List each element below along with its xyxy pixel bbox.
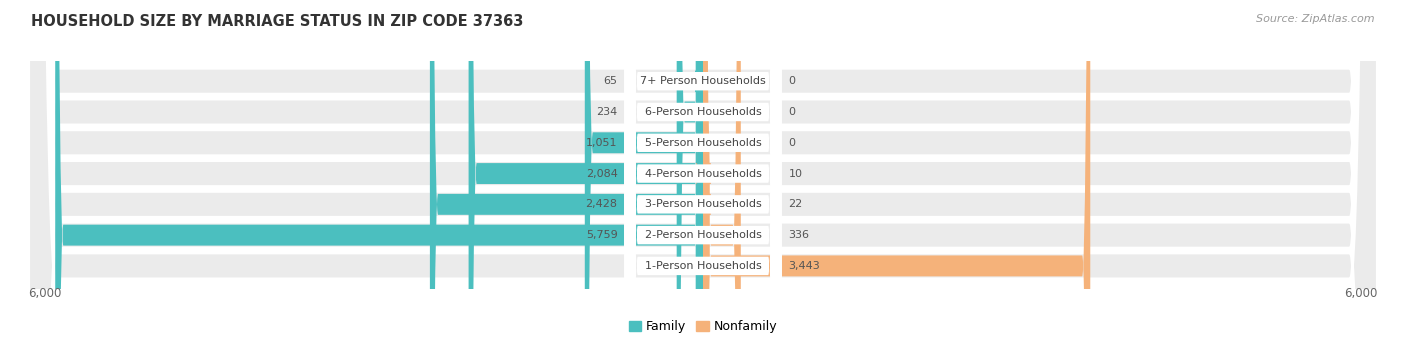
Text: 3-Person Households: 3-Person Households (644, 199, 762, 209)
Text: 6,000: 6,000 (28, 287, 62, 300)
FancyBboxPatch shape (697, 0, 711, 340)
Text: 5-Person Households: 5-Person Households (644, 138, 762, 148)
Text: 1,051: 1,051 (586, 138, 617, 148)
Text: 2,084: 2,084 (586, 169, 617, 178)
FancyBboxPatch shape (624, 0, 782, 340)
FancyBboxPatch shape (703, 0, 741, 340)
Text: 1-Person Households: 1-Person Households (644, 261, 762, 271)
FancyBboxPatch shape (430, 0, 703, 340)
FancyBboxPatch shape (624, 0, 782, 340)
FancyBboxPatch shape (28, 0, 1378, 340)
FancyBboxPatch shape (676, 0, 703, 340)
Text: 65: 65 (603, 76, 617, 86)
FancyBboxPatch shape (696, 0, 711, 340)
Text: 0: 0 (789, 76, 796, 86)
FancyBboxPatch shape (624, 0, 782, 340)
Text: Source: ZipAtlas.com: Source: ZipAtlas.com (1257, 14, 1375, 23)
Text: 0: 0 (789, 138, 796, 148)
FancyBboxPatch shape (624, 0, 782, 340)
FancyBboxPatch shape (55, 0, 703, 340)
Text: 0: 0 (789, 107, 796, 117)
FancyBboxPatch shape (703, 0, 1090, 340)
FancyBboxPatch shape (585, 0, 703, 340)
FancyBboxPatch shape (695, 0, 704, 340)
Text: 2,428: 2,428 (585, 199, 617, 209)
FancyBboxPatch shape (624, 0, 782, 340)
Text: 22: 22 (789, 199, 803, 209)
FancyBboxPatch shape (28, 0, 1378, 340)
FancyBboxPatch shape (28, 0, 1378, 340)
Text: 5,759: 5,759 (586, 230, 617, 240)
Text: 7+ Person Households: 7+ Person Households (640, 76, 766, 86)
FancyBboxPatch shape (28, 0, 1378, 340)
Text: 2-Person Households: 2-Person Households (644, 230, 762, 240)
Text: 3,443: 3,443 (789, 261, 820, 271)
Text: 234: 234 (596, 107, 617, 117)
Legend: Family, Nonfamily: Family, Nonfamily (628, 320, 778, 333)
Text: 10: 10 (789, 169, 803, 178)
Text: 4-Person Households: 4-Person Households (644, 169, 762, 178)
FancyBboxPatch shape (28, 0, 1378, 340)
Text: 336: 336 (789, 230, 810, 240)
FancyBboxPatch shape (28, 0, 1378, 340)
FancyBboxPatch shape (624, 0, 782, 340)
FancyBboxPatch shape (468, 0, 703, 340)
FancyBboxPatch shape (28, 0, 1378, 340)
Text: 6,000: 6,000 (1344, 287, 1378, 300)
Text: HOUSEHOLD SIZE BY MARRIAGE STATUS IN ZIP CODE 37363: HOUSEHOLD SIZE BY MARRIAGE STATUS IN ZIP… (31, 14, 523, 29)
Text: 6-Person Households: 6-Person Households (644, 107, 762, 117)
FancyBboxPatch shape (624, 0, 782, 340)
